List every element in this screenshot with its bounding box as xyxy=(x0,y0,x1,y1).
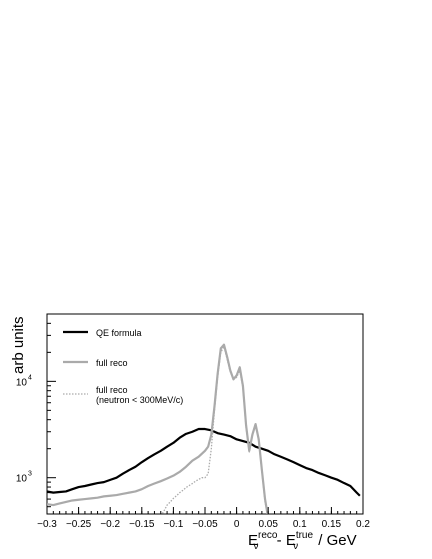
x-label-sup-reco: reco xyxy=(258,530,278,541)
x-tick-label: −0.1 xyxy=(164,519,184,530)
x-tick-label: 0.15 xyxy=(322,519,342,530)
y-tick-label-exponent: 3 xyxy=(28,471,32,478)
series-layer xyxy=(47,343,361,514)
legend-label-0: QE formula xyxy=(96,328,142,338)
x-label-minus: - xyxy=(272,532,285,549)
x-tick-label: −0.2 xyxy=(100,519,120,530)
x-tick-label: −0.15 xyxy=(129,519,155,530)
x-tick-label: −0.05 xyxy=(192,519,218,530)
x-label-base-reco: E xyxy=(248,532,258,549)
x-axis-label: Ereco ν - Etrue ν / GeV xyxy=(248,530,357,552)
x-label-sup-true: true xyxy=(296,530,314,541)
x-tick-label: 0.2 xyxy=(356,519,370,530)
y-tick-label: 10 xyxy=(16,377,28,388)
x-label-unit: / GeV xyxy=(314,532,357,549)
x-tick-label: −0.3 xyxy=(37,519,57,530)
x-label-sub-true: ν xyxy=(293,541,298,552)
x-axis: −0.3 −0.25 −0.2 −0.15 −0.1 −0.05 0 0.05 0.1 0.15 0… xyxy=(37,507,370,530)
x-label-sub-reco: ν xyxy=(253,541,258,552)
y-tick-label-exponent: 4 xyxy=(28,374,32,381)
x-tick-label: 0.1 xyxy=(293,519,307,530)
series-line-1 xyxy=(47,343,269,514)
series-line-0 xyxy=(47,427,361,497)
legend-label-2: full reco xyxy=(96,385,128,395)
x-tick-label: −0.25 xyxy=(66,519,92,530)
legend-label-1: full reco xyxy=(96,358,128,368)
y-axis-label: arb units xyxy=(10,316,27,374)
y-tick-label: 10 xyxy=(16,474,28,485)
x-tick-label: 0 xyxy=(234,519,240,530)
series-line-2 xyxy=(161,345,269,514)
legend-label-2: (neutron < 300MeV/c) xyxy=(96,395,183,405)
x-label-base-true: E xyxy=(286,532,296,549)
x-tick-label: 0.05 xyxy=(258,519,278,530)
